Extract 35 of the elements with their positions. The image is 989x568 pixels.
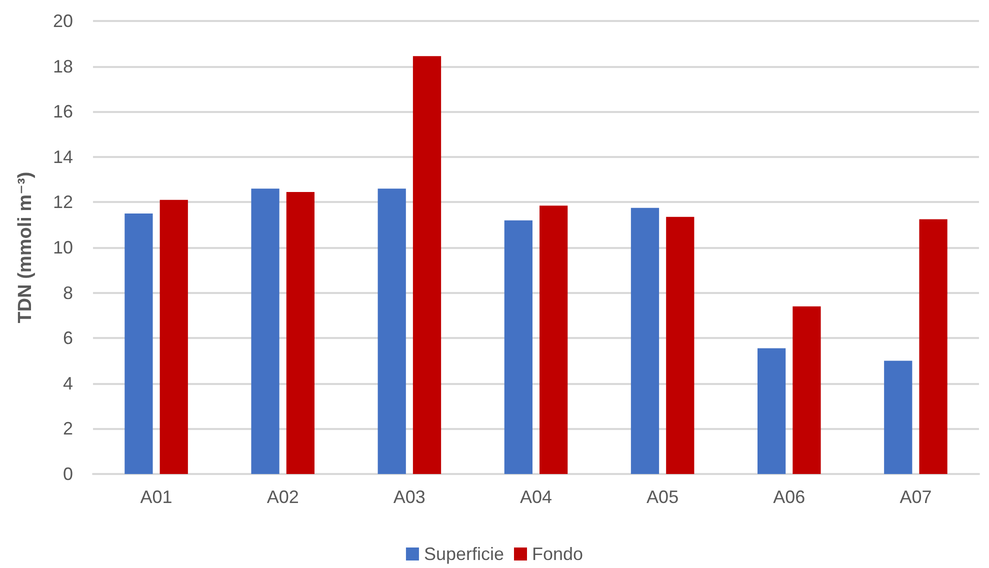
x-tick-label: A02	[266, 487, 299, 507]
x-tick-label: A01	[140, 487, 172, 507]
bar	[540, 206, 568, 474]
y-tick-label: 4	[62, 373, 73, 394]
x-tick-label: A05	[646, 487, 679, 507]
y-tick-label: 14	[52, 146, 73, 167]
y-tick-label: 10	[52, 238, 73, 258]
y-tick-label: 8	[62, 282, 73, 303]
y-tick-label: 20	[52, 11, 73, 31]
bar	[124, 214, 153, 474]
bar	[160, 200, 188, 474]
y-tick-label: 2	[62, 418, 73, 439]
x-tick-label: A06	[773, 487, 806, 507]
bar	[630, 208, 660, 474]
bar	[919, 219, 948, 474]
bar	[251, 188, 280, 474]
bar	[412, 56, 442, 474]
y-tick-label: 18	[52, 56, 73, 76]
y-tick-label: 0	[62, 464, 73, 484]
y-tick-label: 12	[52, 192, 73, 212]
bar	[504, 220, 532, 474]
x-tick-label: A07	[900, 487, 932, 507]
bar	[286, 192, 314, 474]
legend-label: Superficie	[424, 544, 504, 564]
legend-label: Fondo	[532, 544, 584, 564]
bar	[758, 348, 786, 474]
bar	[792, 306, 821, 474]
bar	[666, 216, 694, 474]
x-tick-label: A04	[520, 487, 552, 507]
bar	[884, 360, 912, 474]
x-tick-label: A03	[393, 487, 426, 507]
y-axis-title: TDN (mmoli m⁻³)	[15, 172, 36, 324]
y-tick-label: 16	[52, 102, 73, 122]
y-tick-label: 6	[62, 328, 73, 348]
bar	[378, 188, 406, 474]
